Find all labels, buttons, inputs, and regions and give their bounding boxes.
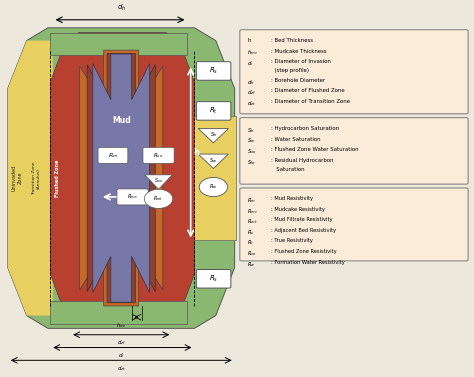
Text: (step profile): (step profile)	[271, 68, 309, 73]
Text: $S_{hr}$: $S_{hr}$	[247, 158, 257, 167]
Text: Flushed Zone: Flushed Zone	[55, 159, 60, 197]
Text: $R_s$: $R_s$	[247, 228, 255, 237]
Text: $d_h$: $d_h$	[247, 78, 255, 87]
Text: $d_i$: $d_i$	[118, 351, 125, 360]
Text: : Diameter of Invasion: : Diameter of Invasion	[271, 59, 331, 64]
Text: $R_{mc}$: $R_{mc}$	[127, 193, 138, 201]
Polygon shape	[80, 50, 163, 306]
Text: : Hydrocarbon Saturation: : Hydrocarbon Saturation	[271, 126, 339, 131]
Text: $R_{mt}$: $R_{mt}$	[154, 195, 164, 203]
Text: : Bed Thickness: : Bed Thickness	[271, 38, 313, 43]
Text: : Flushed Zone Water Saturation: : Flushed Zone Water Saturation	[271, 147, 359, 152]
FancyBboxPatch shape	[240, 30, 468, 114]
Text: $R_{mc}$: $R_{mc}$	[247, 207, 258, 216]
Text: $R_{mt}$: $R_{mt}$	[247, 218, 258, 226]
Polygon shape	[50, 301, 187, 323]
Text: : Mudcake Thickness: : Mudcake Thickness	[271, 49, 327, 54]
Polygon shape	[198, 154, 228, 169]
Text: $R_w$: $R_w$	[247, 260, 256, 268]
FancyBboxPatch shape	[240, 118, 468, 184]
Text: : Diameter of Transition Zone: : Diameter of Transition Zone	[271, 99, 350, 104]
Polygon shape	[50, 32, 187, 55]
Text: : Mudcake Resistivity: : Mudcake Resistivity	[271, 207, 325, 212]
Polygon shape	[145, 175, 172, 189]
Text: : Residual Hydrocarbon: : Residual Hydrocarbon	[271, 158, 334, 162]
FancyBboxPatch shape	[98, 147, 128, 163]
Text: : Water Saturation: : Water Saturation	[271, 136, 320, 141]
Text: $d_{zf}$: $d_{zf}$	[117, 339, 126, 348]
Text: $h_{mc}$: $h_{mc}$	[247, 49, 258, 57]
Text: Mud: Mud	[112, 116, 130, 125]
Text: $d_{zf}$: $d_{zf}$	[247, 88, 256, 97]
Text: $S_w$: $S_w$	[209, 156, 218, 165]
Circle shape	[145, 189, 173, 208]
Text: : Borehole Diameter: : Borehole Diameter	[271, 78, 325, 83]
Text: Transition Zone
(Annulus): Transition Zone (Annulus)	[32, 161, 40, 195]
Text: $R_s$: $R_s$	[209, 274, 218, 284]
Text: : Mud Resistivity: : Mud Resistivity	[271, 196, 313, 201]
Text: $S_h$: $S_h$	[210, 130, 217, 139]
Text: $R_{xo}$: $R_{xo}$	[154, 151, 164, 160]
Text: h: h	[247, 38, 251, 43]
Text: Saturation: Saturation	[271, 167, 305, 172]
Polygon shape	[87, 54, 155, 303]
Text: Uninvaded
Zone: Uninvaded Zone	[12, 165, 23, 191]
Circle shape	[199, 178, 228, 197]
Text: $d_i$: $d_i$	[247, 59, 254, 68]
Text: : Flushed Zone Resistivity: : Flushed Zone Resistivity	[271, 249, 337, 254]
Text: $h_{mc}$: $h_{mc}$	[116, 321, 127, 330]
Text: $R_t$: $R_t$	[247, 239, 255, 247]
Text: $R_s$: $R_s$	[209, 66, 218, 76]
Polygon shape	[93, 54, 150, 302]
Text: $R_m$: $R_m$	[247, 196, 256, 205]
Text: : Mud Filtrate Resistivity: : Mud Filtrate Resistivity	[271, 218, 333, 222]
FancyBboxPatch shape	[196, 270, 231, 288]
Polygon shape	[198, 129, 228, 143]
Text: $R_{xo}$: $R_{xo}$	[247, 249, 257, 258]
Text: : True Resistivity: : True Resistivity	[271, 239, 313, 244]
Text: $S_{xo}$: $S_{xo}$	[247, 147, 257, 156]
Polygon shape	[8, 28, 235, 328]
Text: $d_h$: $d_h$	[117, 3, 126, 14]
Bar	[194, 116, 236, 241]
Polygon shape	[8, 41, 53, 316]
Text: $S_w$: $S_w$	[247, 136, 256, 146]
Text: : Adjacent Bed Resistivity: : Adjacent Bed Resistivity	[271, 228, 336, 233]
Text: $d_{zt}$: $d_{zt}$	[117, 364, 126, 373]
Text: $R_m$: $R_m$	[108, 151, 118, 160]
Text: $d_{zt}$: $d_{zt}$	[247, 99, 256, 108]
Polygon shape	[50, 32, 194, 323]
FancyBboxPatch shape	[117, 189, 148, 205]
Text: : Diameter of Flushed Zone: : Diameter of Flushed Zone	[271, 88, 345, 93]
Text: $R_w$: $R_w$	[209, 182, 218, 192]
Text: $S_{xo}$: $S_{xo}$	[154, 176, 163, 185]
FancyBboxPatch shape	[240, 188, 468, 261]
Text: : Formation Water Resistivity: : Formation Water Resistivity	[271, 260, 345, 265]
FancyBboxPatch shape	[143, 147, 174, 163]
Text: $S_h$: $S_h$	[247, 126, 255, 135]
FancyBboxPatch shape	[196, 62, 231, 80]
Text: $R_t$: $R_t$	[209, 106, 218, 116]
Text: h: h	[193, 148, 199, 157]
FancyBboxPatch shape	[196, 102, 231, 120]
